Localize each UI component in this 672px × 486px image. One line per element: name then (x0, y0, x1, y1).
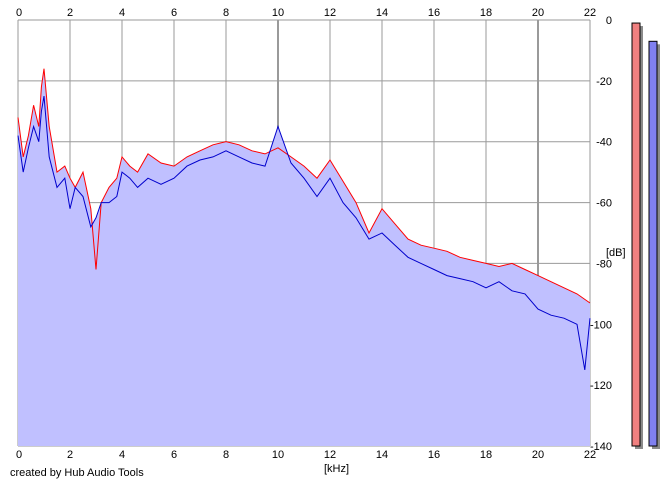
x-tick-label-top: 14 (376, 7, 388, 19)
x-tick-label-bottom: 2 (67, 449, 73, 461)
x-tick-label-bottom: 18 (480, 449, 492, 461)
x-tick-label-bottom: 8 (223, 449, 229, 461)
y-tick-labels: 0 -20 -40 -60 -80 -100 -120 -140 (590, 15, 612, 453)
level-meter-right (648, 40, 658, 447)
y-tick-label: -40 (596, 137, 612, 149)
x-tick-label-top: 0 (16, 7, 22, 19)
x-tick-label-bottom: 0 (16, 449, 22, 461)
credit-text: created by Hub Audio Tools (10, 467, 144, 479)
series-line-right-channel (17, 96, 591, 370)
x-tick-label-bottom: 20 (532, 449, 544, 461)
x-tick-label-bottom: 12 (324, 449, 336, 461)
y-tick-label: -20 (596, 76, 612, 88)
y-axis-label: [dB] (606, 247, 626, 259)
x-tick-label-bottom: 22 (584, 449, 596, 461)
x-tick-label-bottom: 14 (376, 449, 388, 461)
x-tick-label-top: 18 (480, 7, 492, 19)
x-tick-label-top: 20 (532, 7, 544, 19)
x-tick-labels-top: 0 2 4 6 8 10 12 14 16 18 20 22 (16, 7, 596, 19)
y-tick-label: 0 (606, 15, 612, 27)
x-tick-label-bottom: 10 (272, 449, 284, 461)
level-meter-left (631, 22, 641, 447)
level-meters (631, 22, 660, 450)
x-tick-label-top: 16 (428, 7, 440, 19)
x-tick-label-bottom: 6 (171, 449, 177, 461)
x-tick-label-top: 8 (223, 7, 229, 19)
y-tick-label: -60 (596, 198, 612, 210)
series-line-left-channel (17, 68, 591, 304)
y-tick-label: -140 (590, 441, 612, 453)
x-tick-labels-bottom: 0 2 4 6 8 10 12 14 16 18 20 22 (16, 449, 596, 461)
x-tick-label-bottom: 4 (119, 449, 125, 461)
x-tick-label-bottom: 16 (428, 449, 440, 461)
x-tick-label-top: 10 (272, 7, 284, 19)
x-axis-label: [kHz] (324, 463, 349, 475)
x-tick-label-top: 22 (584, 7, 596, 19)
x-tick-label-top: 6 (171, 7, 177, 19)
y-tick-label: -80 (596, 258, 612, 270)
x-tick-label-top: 4 (119, 7, 125, 19)
x-tick-label-top: 12 (324, 7, 336, 19)
y-tick-label: -100 (590, 319, 612, 331)
y-tick-label: -120 (590, 380, 612, 392)
x-tick-label-top: 2 (67, 7, 73, 19)
